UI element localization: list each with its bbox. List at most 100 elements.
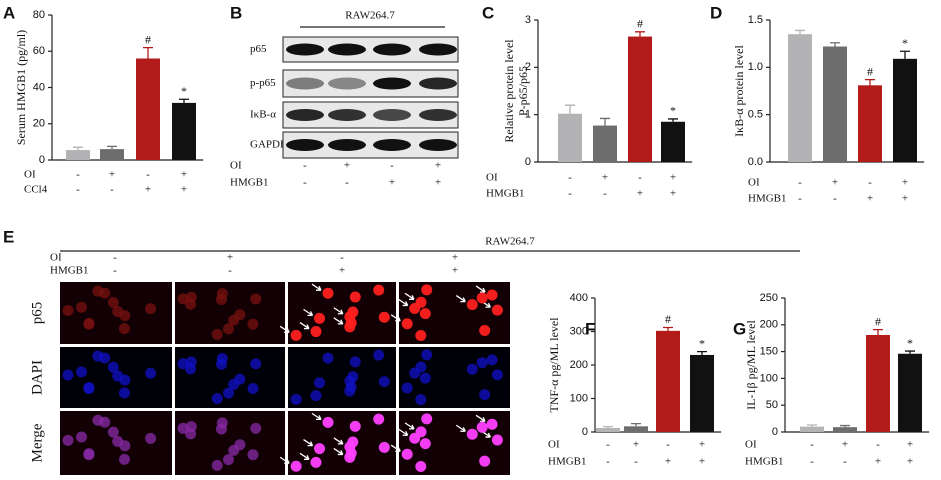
cell <box>491 304 503 316</box>
cell <box>314 312 326 324</box>
bar <box>823 46 847 162</box>
condition-sign: + <box>227 252 233 264</box>
condition-sign: + <box>699 439 705 451</box>
blot-band <box>286 139 324 151</box>
cell <box>479 389 491 401</box>
y-tick-label: 300 <box>570 325 588 337</box>
condition-name: OI <box>230 160 242 172</box>
condition-sign: + <box>875 456 881 468</box>
y-axis-label: Serum HMGB1 (pg/ml) <box>14 30 28 145</box>
blot-row-label: IκB-α <box>250 109 276 121</box>
cell <box>145 432 157 444</box>
cell <box>215 358 227 370</box>
condition-name: OI <box>745 439 757 451</box>
condition-sign: - <box>634 456 638 468</box>
cell <box>223 323 235 335</box>
error-bar <box>663 326 673 331</box>
cell <box>419 438 431 450</box>
bar <box>593 125 617 162</box>
error-bar <box>795 29 805 35</box>
cell <box>378 311 390 323</box>
condition-sign: - <box>606 439 610 451</box>
blot-row-label: GAPDH <box>250 139 288 151</box>
cell <box>415 460 427 472</box>
y-axis-label: TNF-α pg/ML level <box>547 317 561 413</box>
cell <box>215 423 227 435</box>
cell <box>310 456 322 468</box>
cell <box>145 303 157 315</box>
arrow <box>455 295 466 303</box>
blot-band <box>419 139 457 151</box>
bar <box>656 330 680 432</box>
condition-sign: + <box>452 252 458 264</box>
bar <box>866 334 890 432</box>
cell <box>290 460 302 472</box>
cell <box>247 382 259 394</box>
y-tick-label: 100 <box>760 372 778 384</box>
significance-mark: * <box>181 84 187 98</box>
cell <box>177 422 189 434</box>
condition-name: HMGB1 <box>745 456 784 468</box>
y-tick-label: 0 <box>525 156 531 168</box>
cell <box>62 304 74 316</box>
condition-sign: + <box>181 169 187 181</box>
condition-sign: - <box>638 172 642 184</box>
bar <box>628 36 652 162</box>
condition-sign: + <box>665 456 671 468</box>
y-tick-label: 0 <box>39 154 45 166</box>
condition-sign: - <box>303 177 307 189</box>
cell <box>211 393 223 405</box>
arrow <box>475 285 486 293</box>
cell <box>107 361 119 373</box>
panel-letter: D <box>710 3 722 22</box>
condition-sign: + <box>902 177 908 189</box>
bar <box>858 85 882 162</box>
cell <box>491 369 503 381</box>
condition-sign: + <box>907 439 913 451</box>
cell <box>247 449 259 461</box>
cell <box>290 329 302 341</box>
condition-sign: + <box>435 160 441 172</box>
error-bar <box>807 424 817 427</box>
cell <box>118 323 130 335</box>
arrow <box>333 437 344 445</box>
y-tick-label: 150 <box>760 346 778 358</box>
bar <box>558 113 582 162</box>
arrow <box>390 314 401 322</box>
cell <box>83 449 95 461</box>
condition-sign: - <box>798 177 802 189</box>
condition-name: HMGB1 <box>230 177 269 189</box>
cell <box>409 302 421 314</box>
condition-sign: + <box>344 160 350 172</box>
cell <box>310 390 322 402</box>
bar <box>800 426 824 432</box>
error-bar <box>668 118 678 122</box>
error-bar <box>603 425 613 428</box>
condition-sign: - <box>303 160 307 172</box>
condition-sign: + <box>637 188 643 200</box>
bar <box>100 149 124 160</box>
micrograph-row-label: DAPI <box>29 360 45 395</box>
y-tick-label: 1.0 <box>748 61 763 73</box>
bar <box>172 102 196 160</box>
panel-letter: C <box>482 3 494 22</box>
micrograph <box>175 411 285 475</box>
condition-sign: + <box>670 188 676 200</box>
y-tick-label: 200 <box>760 319 778 331</box>
cell <box>421 284 433 296</box>
arrow <box>333 317 344 325</box>
blot-band <box>373 77 411 90</box>
bar <box>690 354 714 432</box>
condition-name: OI <box>486 172 498 184</box>
blot-band <box>286 109 324 121</box>
blot-row-label: p65 <box>250 43 267 55</box>
condition-name: OI <box>24 169 36 181</box>
cell <box>314 443 326 455</box>
panel-letter: F <box>585 319 595 338</box>
cell <box>99 416 111 428</box>
cell <box>373 413 385 425</box>
cell <box>290 393 302 405</box>
y-tick-label: 80 <box>33 9 45 21</box>
error-bar <box>107 145 117 150</box>
